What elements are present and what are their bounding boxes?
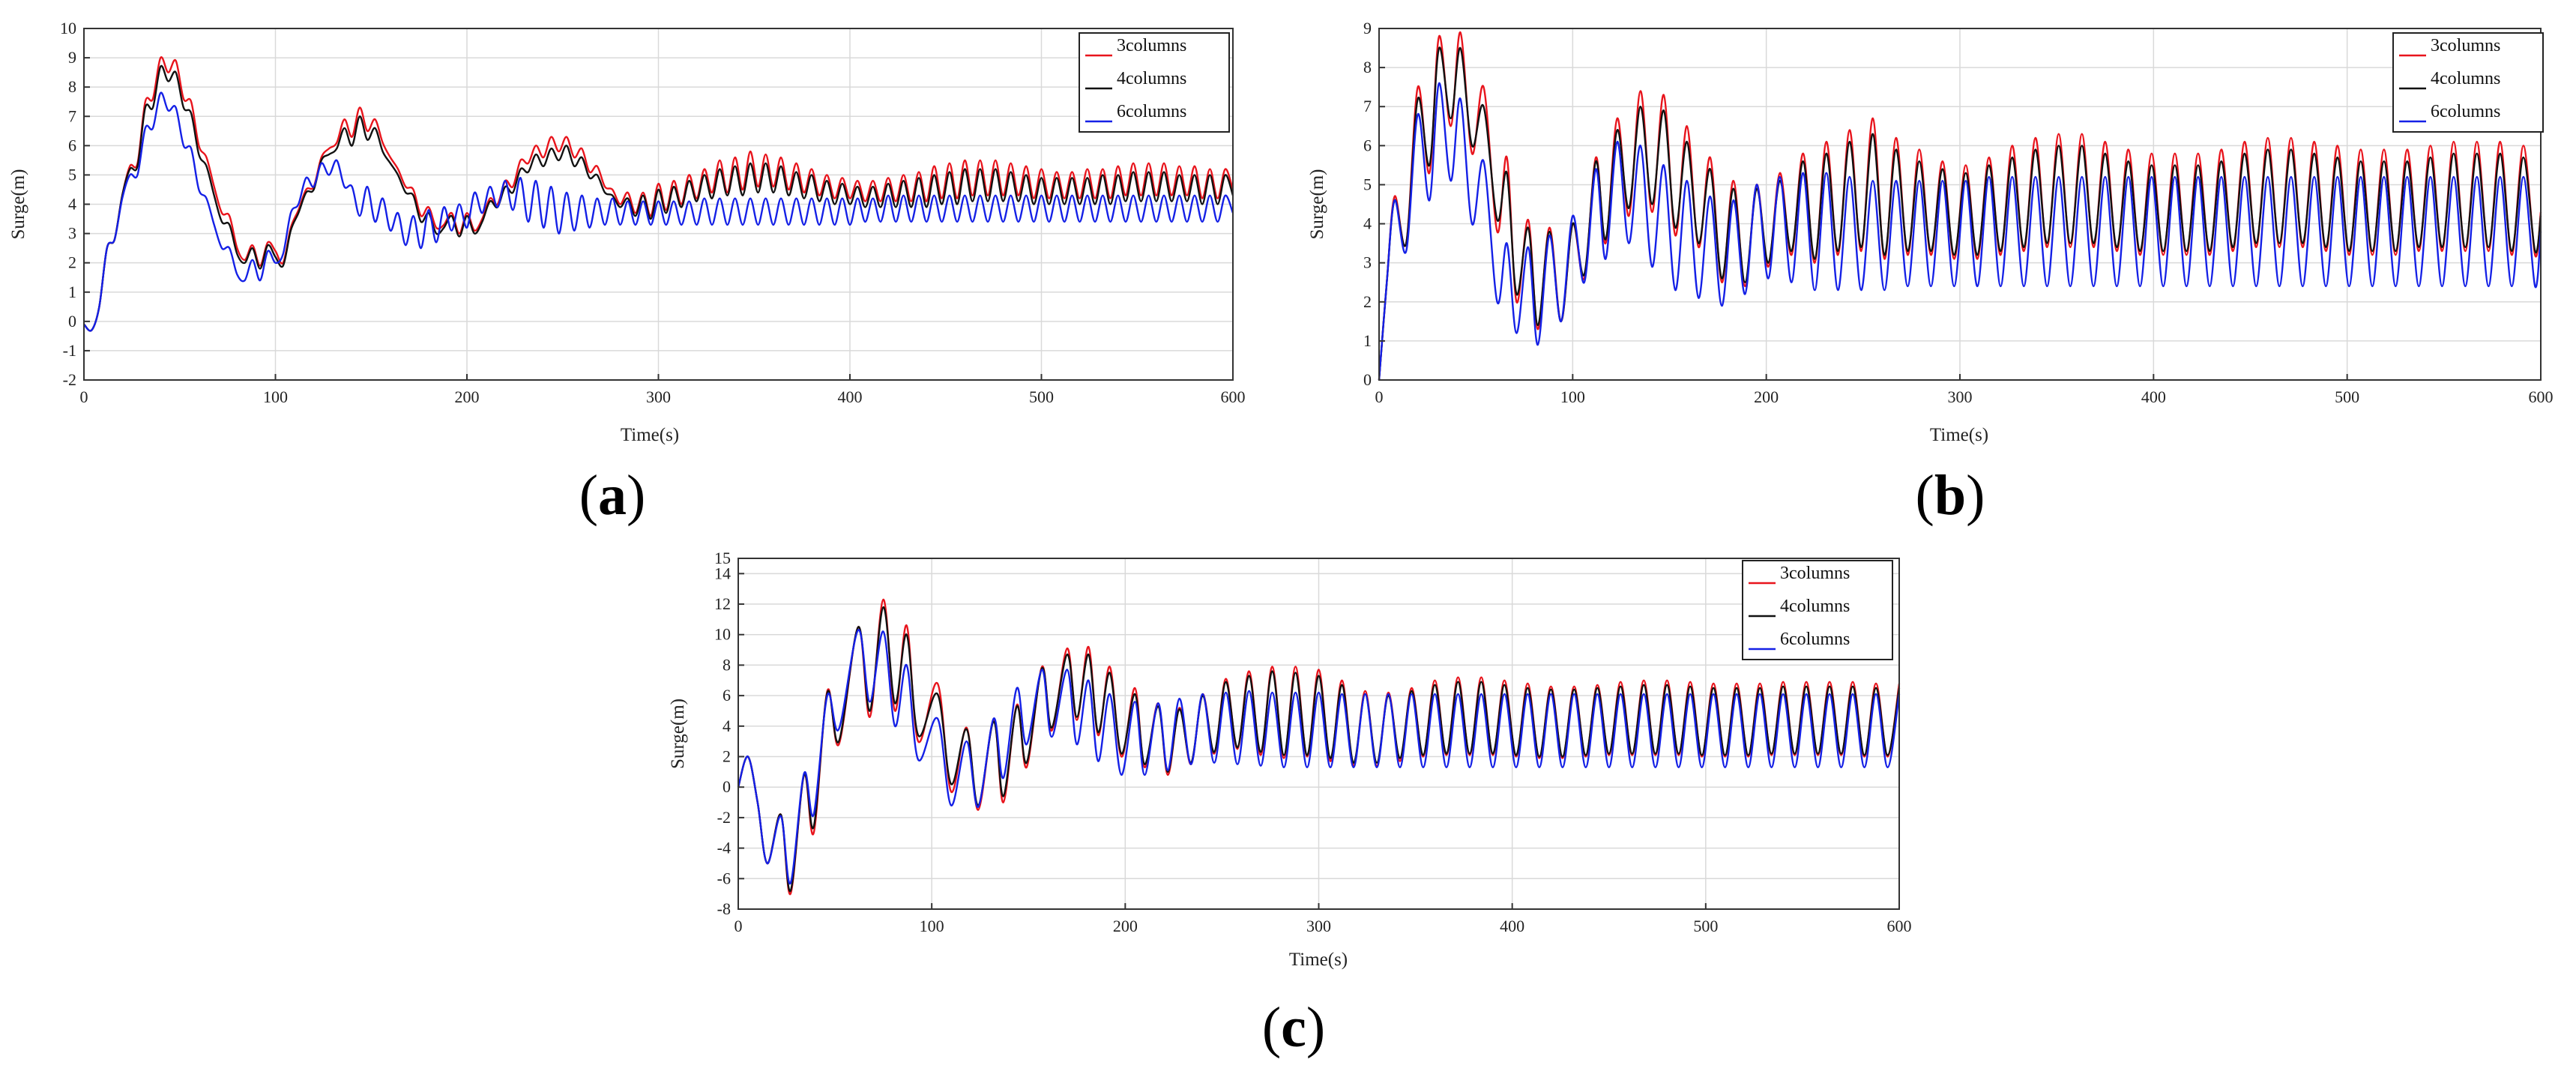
y-tick-label: 5 (1363, 175, 1372, 193)
y-tick-label: 8 (68, 77, 76, 96)
series-line-6columns (1378, 82, 2542, 381)
chart-panel-c: 0 100 200 300 400 500 600 -8 -6 -4 -2 0 2 4 6 8 10 12 1415… (668, 549, 1912, 970)
y-tick-label: 14 (714, 564, 731, 582)
legend-label-4columns: 4columns (1780, 597, 1850, 616)
y-tick-label: 0 (1363, 370, 1372, 389)
y-tick-label: 6 (1363, 136, 1372, 154)
x-tick-label: 100 (263, 387, 288, 406)
y-tick-label: 4 (723, 717, 731, 735)
panel-label-b-text: b (1934, 464, 1967, 527)
y-tick-label: -2 (717, 808, 731, 827)
x-axis-label: Time(s) (1289, 950, 1348, 970)
y-tick-label: 10 (714, 625, 731, 644)
y-tick-label: -2 (63, 370, 76, 389)
series-line-6columns (737, 629, 1901, 884)
series-line-4columns (83, 64, 1234, 332)
legend-label-4columns: 4columns (2431, 69, 2500, 88)
y-tick-label: 5 (68, 165, 76, 184)
x-tick-label: 0 (735, 917, 743, 935)
legend-label-4columns: 4columns (1117, 69, 1186, 88)
x-tick-label: 300 (1306, 917, 1331, 935)
y-axis-label: Surge(m) (1307, 169, 1327, 240)
y-tick-label: 9 (1363, 19, 1372, 37)
legend: 3columns 4columns 6columns (1742, 560, 1893, 660)
panel-label-c: (c) (1261, 996, 1326, 1059)
x-tick-label: 500 (2335, 387, 2359, 406)
y-tick-label: 8 (1363, 58, 1372, 76)
series-line-4columns (737, 606, 1901, 892)
x-tick-label: 600 (1221, 387, 1246, 406)
legend-label-3columns: 3columns (1117, 36, 1186, 55)
x-tick-label: 200 (455, 387, 480, 406)
x-tick-label: 0 (80, 387, 88, 406)
series-line-6columns (83, 91, 1234, 332)
y-tick-label: 4 (1363, 214, 1372, 233)
y-tick-label: 8 (723, 655, 731, 674)
x-tick-label: 0 (1375, 387, 1384, 406)
x-tick-label: 200 (1113, 917, 1138, 935)
panel-label-a-text: a (598, 464, 627, 527)
y-tick-label: 6 (723, 686, 731, 705)
x-tick-label: 500 (1693, 917, 1718, 935)
series-line-3columns (83, 56, 1234, 332)
x-tick-label: 100 (1560, 387, 1585, 406)
x-tick-label: 500 (1029, 387, 1054, 406)
legend: 3columns 4columns 6columns (1079, 32, 1230, 133)
y-tick-label: 3 (68, 224, 76, 243)
legend-label-3columns: 3columns (2431, 36, 2500, 55)
y-tick-label: 4 (68, 195, 76, 214)
legend-label-6columns: 6columns (1780, 630, 1850, 649)
legend-box (1742, 560, 1893, 660)
x-tick-label: 300 (1948, 387, 1973, 406)
y-tick-label: 2 (723, 747, 731, 766)
panel-label-a: (a) (579, 464, 646, 527)
y-tick-label: -1 (63, 341, 76, 360)
y-tick-label: 12 (714, 594, 731, 613)
y-tick-label: 0 (723, 777, 731, 796)
y-tick-label: 1 (1363, 331, 1372, 350)
y-tick-label: 2 (1363, 292, 1372, 311)
y-axis-label: Surge(m) (8, 169, 28, 240)
x-tick-label: 400 (2141, 387, 2166, 406)
y-tick-label: 7 (68, 106, 76, 125)
legend-label-3columns: 3columns (1780, 564, 1850, 583)
chart-panel-b: 0 100 200 300 400 500 600 0 1 2 3 4 5 6 7 8 9 Time(s) Surg… (1307, 19, 2554, 445)
y-tick-label: 1 (68, 283, 76, 301)
y-tick-label: 10 (60, 19, 76, 37)
y-tick-label: -8 (717, 899, 731, 918)
legend-box (1079, 32, 1230, 133)
y-tick-label: 15 (714, 549, 731, 567)
legend-box (2392, 32, 2544, 133)
x-tick-label: 100 (920, 917, 944, 935)
y-tick-label: -6 (717, 869, 731, 887)
x-tick-label: 600 (1887, 917, 1912, 935)
legend: 3columns 4columns 6columns (2392, 32, 2544, 133)
y-tick-label: 0 (68, 312, 76, 331)
panel-label-c-text: c (1281, 996, 1306, 1059)
y-tick-label: 6 (68, 136, 76, 154)
legend-label-6columns: 6columns (2431, 102, 2500, 121)
y-tick-label: 9 (68, 48, 76, 67)
y-axis-label: Surge(m) (668, 699, 688, 769)
x-tick-label: 400 (1500, 917, 1524, 935)
x-axis-label: Time(s) (1930, 425, 1988, 445)
x-tick-label: 400 (838, 387, 863, 406)
legend-label-6columns: 6columns (1117, 102, 1186, 121)
y-tick-label: 2 (68, 253, 76, 272)
x-tick-label: 600 (2529, 387, 2554, 406)
y-tick-label: -4 (717, 839, 731, 857)
y-tick-label: 3 (1363, 253, 1372, 272)
panel-label-b: (b) (1915, 464, 1985, 527)
chart-panel-a: 0 100 200 300 400 500 600 -2 -1 0 1 2 3 4 5 6 7 8 9 10 Time(… (8, 19, 1246, 445)
x-tick-label: 200 (1754, 387, 1779, 406)
x-axis-label: Time(s) (621, 425, 679, 445)
x-tick-label: 300 (646, 387, 671, 406)
y-tick-label: 7 (1363, 97, 1372, 115)
